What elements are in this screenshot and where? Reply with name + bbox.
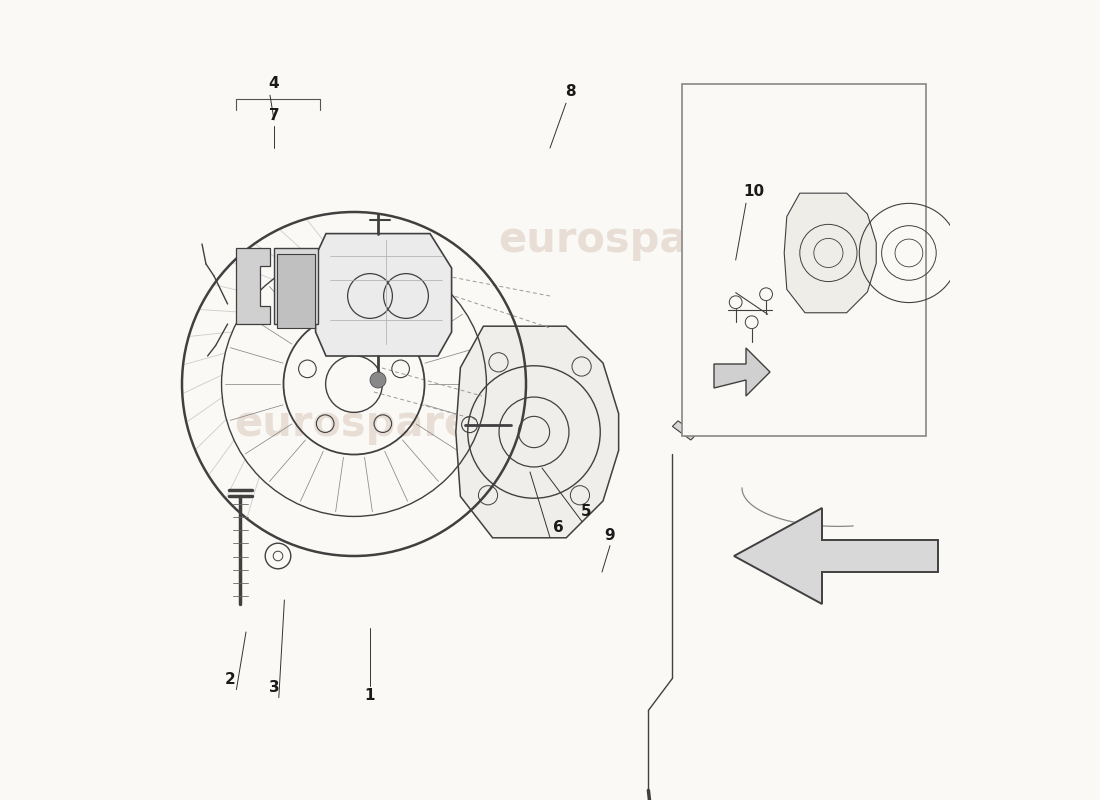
FancyBboxPatch shape [682,84,926,436]
Polygon shape [274,248,318,324]
Text: 2: 2 [224,673,235,687]
Text: 6: 6 [552,521,563,535]
Polygon shape [714,348,770,396]
Text: 10: 10 [744,185,764,199]
Polygon shape [236,248,270,324]
Text: eurospares: eurospares [234,403,497,445]
Polygon shape [455,326,618,538]
Text: 8: 8 [564,85,575,99]
Polygon shape [784,193,877,313]
Polygon shape [672,421,696,440]
Text: 4: 4 [268,77,279,91]
Text: 7: 7 [268,109,279,123]
Text: 1: 1 [365,689,375,703]
Text: 3: 3 [268,681,279,695]
Polygon shape [277,254,315,328]
Polygon shape [316,234,452,356]
Text: eurospares: eurospares [498,219,761,261]
Polygon shape [734,508,938,604]
Text: 5: 5 [581,505,592,519]
Circle shape [370,372,386,388]
Text: 9: 9 [605,529,615,543]
